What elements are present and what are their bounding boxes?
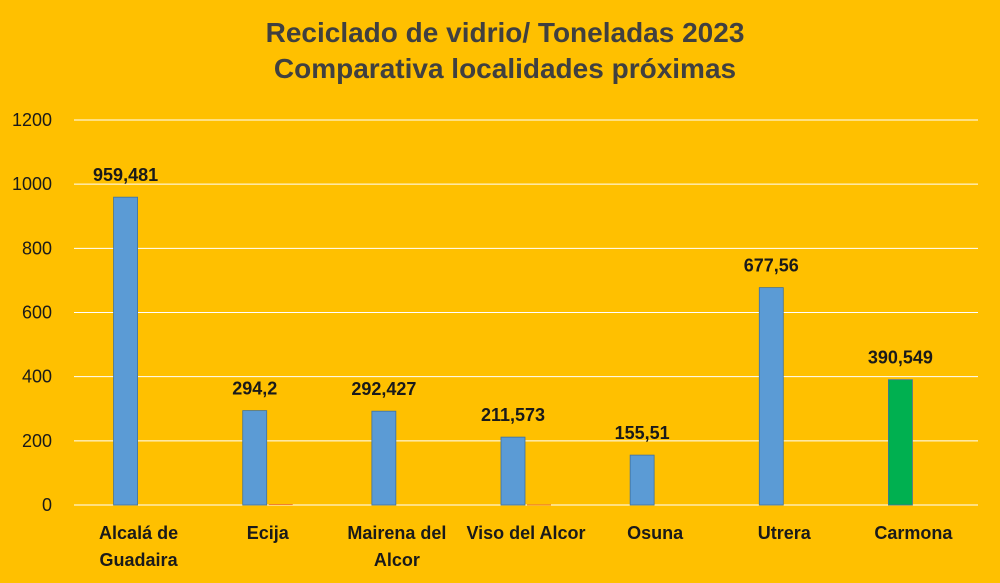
y-tick-label-1000: 1000: [12, 174, 52, 194]
y-tick-label-800: 800: [22, 238, 52, 258]
chart-title-line-2: Comparativa localidades próximas: [274, 53, 736, 84]
x-category-label-6-line-1: Utrera: [758, 523, 812, 543]
bar-secondary-4: [527, 504, 551, 506]
bar-4: [500, 436, 526, 506]
data-label-2: 294,2: [232, 379, 277, 399]
x-category-label-2-line-1: Ecija: [247, 523, 290, 543]
y-tick-label-200: 200: [22, 431, 52, 451]
bar-1: [113, 196, 138, 506]
chart-title-line-1: Reciclado de vidrio/ Toneladas 2023: [266, 17, 745, 48]
bar-6: [758, 287, 784, 506]
data-label-3: 292,427: [351, 379, 416, 399]
x-category-label-5-line-1: Osuna: [627, 523, 684, 543]
bar-2: [242, 410, 268, 506]
x-category-label-3-line-1: Mairena del: [347, 523, 446, 543]
x-category-label-4-line-1: Viso del Alcor: [466, 523, 585, 543]
bar-3: [371, 410, 397, 506]
x-category-label-7-line-1: Carmona: [874, 523, 953, 543]
data-label-4: 211,573: [481, 405, 545, 425]
data-label-5: 155,51: [615, 423, 670, 443]
y-tick-label-1200: 1200: [12, 110, 52, 130]
x-category-label-3-line-2: Alcor: [374, 550, 420, 570]
data-label-7: 390,549: [868, 348, 933, 368]
x-category-label-1-line-2: Guadaira: [100, 550, 179, 570]
y-tick-label-0: 0: [42, 495, 52, 515]
bar-secondary-2: [268, 504, 293, 506]
data-label-6: 677,56: [744, 256, 799, 276]
y-tick-label-600: 600: [22, 303, 52, 323]
x-category-label-1-line-1: Alcalá de: [99, 523, 178, 543]
bar-7: [888, 379, 913, 506]
bar-5: [629, 454, 655, 506]
data-label-1: 959,481: [93, 165, 158, 185]
y-tick-label-400: 400: [22, 367, 52, 387]
